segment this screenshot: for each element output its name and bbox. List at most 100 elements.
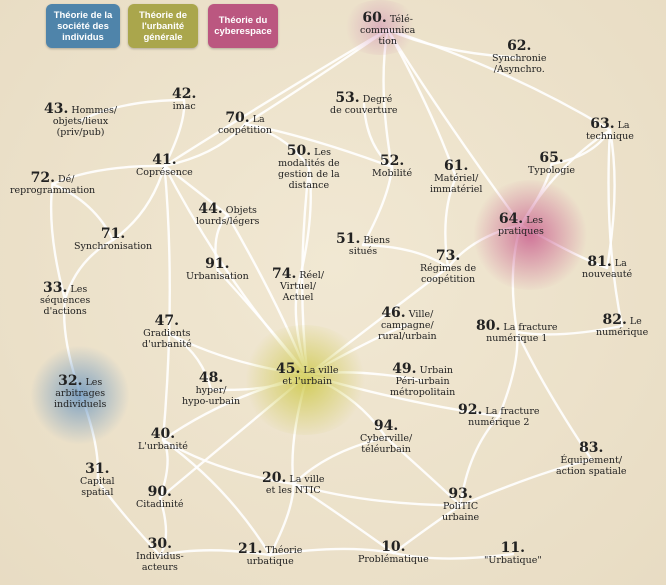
- legend-cyberespace: Théorie du cyberespace: [208, 4, 278, 48]
- concept-link: [361, 243, 450, 269]
- concept-number: 42.: [172, 86, 197, 102]
- concept-label-line: Coprésence: [136, 167, 193, 178]
- concept-link: [243, 122, 394, 169]
- concept-label-line: Urbanisation: [186, 271, 249, 282]
- concept-node-90: 90. Citadinité: [136, 484, 184, 510]
- concept-number: 61.: [444, 158, 469, 174]
- concept-label-line: technique: [586, 131, 634, 142]
- concept-label-line: numérique 2: [468, 417, 530, 428]
- concept-label-line: /Asynchro.: [493, 64, 545, 75]
- concept-node-71: 71. Synchronisation: [74, 227, 152, 252]
- concept-label-line: imac: [172, 101, 196, 112]
- concept-number: 40.: [150, 426, 176, 442]
- concept-label-line: La: [252, 114, 265, 125]
- legend-individus-label: Théorie de la société des individus: [53, 9, 113, 43]
- concept-label-line: métropolitain: [390, 387, 456, 398]
- individus-glow: [30, 345, 130, 445]
- concept-label-line: Les: [526, 215, 544, 226]
- concept-label-line: Mobilité: [372, 168, 413, 179]
- concept-label-line: numérique 1: [486, 333, 548, 344]
- concept-number: 30.: [147, 536, 173, 552]
- concept-label-line: séquences: [40, 295, 91, 306]
- concept-label-line: Péri-urbain: [395, 376, 450, 387]
- concept-node-50: 50. Les modalités de gestion de la distance: [278, 144, 340, 191]
- concept-number: 90.: [147, 484, 172, 500]
- concept-label-line: modalités de: [278, 158, 340, 169]
- concept-node-62: 62. Synchronie/Asynchro.: [492, 39, 547, 75]
- concept-label-line: gestion de la: [278, 169, 340, 180]
- concept-number: 46.: [381, 305, 406, 321]
- concept-label-line: Capital: [80, 476, 115, 487]
- concept-number: 20.: [262, 470, 287, 486]
- concept-number: 49.: [392, 361, 417, 377]
- concept-link: [243, 122, 311, 170]
- concept-node-82: 82. Le numérique: [596, 312, 649, 338]
- concept-label-line: Citadinité: [136, 499, 184, 510]
- concept-number: 31.: [85, 461, 110, 477]
- concept-link: [163, 122, 247, 168]
- concept-number: 82.: [602, 312, 627, 328]
- concept-label-line: Régimes de: [420, 263, 477, 274]
- concept-link: [79, 98, 186, 122]
- concept-number: 33.: [43, 280, 68, 296]
- concept-node-60: 60. Télé-communica tion: [360, 11, 416, 47]
- concept-label-line: et l'urbain: [282, 376, 333, 387]
- concept-link: [362, 102, 394, 169]
- concept-label-line: Télé-: [389, 14, 413, 25]
- concept-label-line: coopétition: [218, 125, 273, 136]
- concept-number: 63.: [590, 116, 615, 132]
- concept-node-51: 51. Biens situés: [336, 232, 390, 257]
- concept-number: 32.: [58, 373, 83, 389]
- concept-label-line: spatial: [81, 487, 114, 498]
- concept-label-line: La: [614, 258, 627, 269]
- concept-link: [392, 551, 515, 560]
- urbanite-glow: [240, 325, 370, 435]
- concept-label-line: téléurbain: [361, 444, 411, 455]
- concept-number: 11.: [500, 540, 526, 556]
- concept-link: [515, 330, 593, 461]
- concept-label-line: communica: [360, 25, 416, 36]
- concept-label-line: Degré: [362, 94, 393, 105]
- concept-number: 93.: [448, 486, 473, 502]
- concept-label-line: Objets: [225, 205, 257, 216]
- concept-label-line: La ville: [303, 365, 339, 376]
- concept-label-line: numérique: [596, 327, 649, 338]
- concept-link: [51, 182, 115, 242]
- concept-link: [515, 324, 624, 336]
- concept-label-line: Actuel: [282, 292, 314, 303]
- concept-label-line: immatériel: [430, 184, 483, 195]
- concept-label-line: Les: [85, 377, 103, 388]
- concept-link: [268, 482, 295, 557]
- legend-urbanite: Théorie de l'urbanité générale: [128, 4, 198, 48]
- concept-label-line: Urbain: [419, 365, 454, 376]
- concept-node-32: 32. Les arbitrages individuels: [54, 373, 106, 410]
- concept-label-line: d'urbanité: [142, 339, 192, 350]
- concept-node-47: 47. Gradients d'urbanité: [142, 314, 192, 350]
- concept-label-line: tion: [378, 36, 398, 47]
- concept-label-line: La fracture: [485, 406, 540, 417]
- concept-link: [161, 438, 272, 557]
- cyber-node-glow: [340, 0, 420, 55]
- concept-link: [158, 549, 272, 557]
- concept-link: [392, 504, 462, 555]
- concept-number: 92.: [458, 402, 483, 418]
- concept-number: 43.: [44, 101, 69, 117]
- concept-number: 74.: [272, 266, 297, 282]
- concept-label-line: "Urbatique": [484, 555, 542, 566]
- concept-number: 91.: [205, 256, 230, 272]
- concept-label-line: Synchronie: [492, 53, 547, 64]
- concept-number: 53.: [335, 90, 360, 106]
- concept-link: [361, 165, 394, 247]
- concept-node-42: 42. imac: [172, 86, 197, 112]
- concept-node-73: 73. Régimes de coopétition: [420, 249, 477, 285]
- concept-link: [292, 482, 462, 507]
- concept-label-line: Typologie: [528, 165, 576, 176]
- concept-label-line: de couverture: [330, 105, 398, 116]
- concept-label-line: Hommes/: [71, 105, 118, 116]
- concept-link: [96, 479, 162, 557]
- concept-node-63: 63. La technique: [586, 116, 634, 142]
- concept-label-line: coopétition: [421, 274, 476, 285]
- concept-link: [165, 331, 213, 391]
- concept-label-line: Les: [70, 284, 88, 295]
- concept-label-line: Le: [629, 316, 642, 327]
